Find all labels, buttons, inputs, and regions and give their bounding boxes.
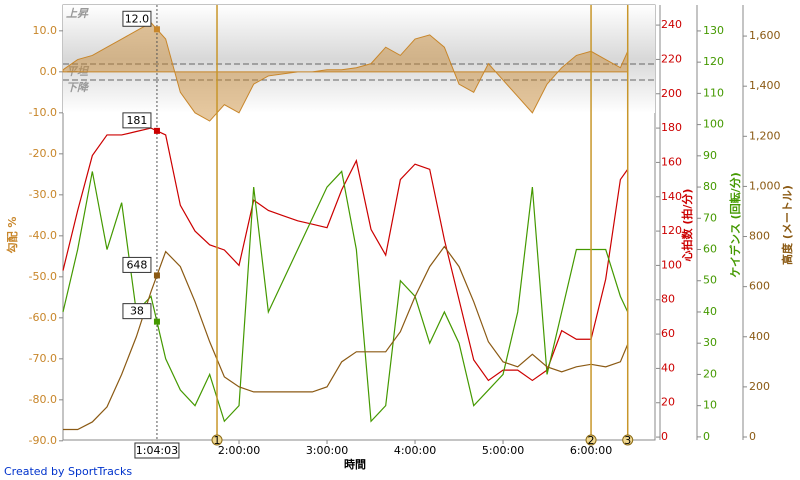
y3-tick-label: 110 bbox=[703, 86, 724, 99]
y-tick-label: 10.0 bbox=[33, 24, 58, 37]
y4-tick-label: 200 bbox=[749, 380, 770, 393]
y-tick-label: -80.0 bbox=[29, 393, 57, 406]
cursor-value-box bbox=[122, 112, 152, 129]
y-tick-label: 0.0 bbox=[40, 65, 58, 78]
cursor-value: 648 bbox=[126, 258, 147, 271]
cursor-value-box bbox=[122, 10, 152, 27]
y2-tick-label: 120 bbox=[661, 224, 682, 237]
y-axis-title: 勾配 % bbox=[5, 217, 19, 254]
lap-label: 1 bbox=[214, 434, 221, 447]
credit[interactable]: Created by SportTracks bbox=[4, 465, 132, 478]
y3-tick-label: 0 bbox=[703, 430, 710, 443]
cursor-label: 1:04:03 bbox=[136, 444, 178, 457]
lap-label: 2 bbox=[588, 434, 595, 447]
x-tick-label: 5:00:00 bbox=[482, 444, 524, 457]
cursor-label-box bbox=[134, 442, 180, 459]
y3-tick-label: 40 bbox=[703, 305, 717, 318]
y2-tick-label: 240 bbox=[661, 18, 682, 31]
zone-label: 上昇 bbox=[66, 7, 89, 20]
y3-tick-label: 90 bbox=[703, 149, 717, 162]
y2-tick-label: 140 bbox=[661, 190, 682, 203]
lap-badge bbox=[622, 434, 634, 446]
y3-tick-label: 100 bbox=[703, 118, 724, 131]
y3-axis-title: ケイデンス (回転/分) bbox=[728, 172, 742, 277]
lap-label: 3 bbox=[624, 434, 631, 447]
x-axis-title: 時間 bbox=[344, 457, 366, 471]
y3-tick-label: 70 bbox=[703, 211, 717, 224]
series-line bbox=[62, 170, 629, 423]
y2-tick-label: 200 bbox=[661, 87, 682, 100]
cursor-point bbox=[153, 272, 160, 279]
y4-tick-label: 400 bbox=[749, 330, 770, 343]
y4-tick-label: 1,400 bbox=[749, 79, 781, 92]
y4-tick-label: 1,200 bbox=[749, 129, 781, 142]
cursor-point bbox=[153, 318, 160, 325]
y4-tick-label: 0 bbox=[749, 430, 756, 443]
y-tick-label: -50.0 bbox=[29, 270, 57, 283]
y2-tick-label: 160 bbox=[661, 155, 682, 168]
y2-tick-label: 180 bbox=[661, 121, 682, 134]
y2-tick-label: 40 bbox=[661, 361, 675, 374]
y4-tick-label: 1,000 bbox=[749, 179, 781, 192]
y3-tick-label: 10 bbox=[703, 399, 717, 412]
y2-tick-label: 0 bbox=[661, 430, 668, 443]
zone-band bbox=[63, 5, 655, 113]
x-tick-label: 6:00:00 bbox=[570, 444, 612, 457]
y-tick-label: -90.0 bbox=[29, 434, 57, 447]
y-tick-label: -30.0 bbox=[29, 188, 57, 201]
y-tick-label: -10.0 bbox=[29, 106, 57, 119]
x-tick-label: 3:00:00 bbox=[306, 444, 348, 457]
y4-tick-label: 1,600 bbox=[749, 29, 781, 42]
cursor-point bbox=[153, 26, 160, 33]
x-tick-label: 4:00:00 bbox=[394, 444, 436, 457]
y3-tick-label: 30 bbox=[703, 336, 717, 349]
cursor-value: 38 bbox=[130, 305, 144, 318]
y3-tick-label: 80 bbox=[703, 180, 717, 193]
y2-tick-label: 80 bbox=[661, 293, 675, 306]
series-line bbox=[63, 245, 629, 431]
cursor-value-box bbox=[122, 256, 152, 273]
y3-tick-label: 120 bbox=[703, 55, 724, 68]
y-tick-label: -60.0 bbox=[29, 311, 57, 324]
y4-tick-label: 600 bbox=[749, 280, 770, 293]
zone-label: 下降 bbox=[66, 81, 90, 94]
cursor-value: 181 bbox=[126, 114, 147, 127]
y2-tick-label: 20 bbox=[661, 396, 675, 409]
y3-tick-label: 50 bbox=[703, 274, 717, 287]
y3-tick-label: 20 bbox=[703, 367, 717, 380]
y2-axis-title: 心拍数 (拍/分) bbox=[680, 189, 694, 262]
y2-tick-label: 60 bbox=[661, 327, 675, 340]
y-tick-label: -40.0 bbox=[29, 229, 57, 242]
y3-tick-label: 60 bbox=[703, 243, 717, 256]
y-tick-label: -20.0 bbox=[29, 147, 57, 160]
y-tick-label: -70.0 bbox=[29, 352, 57, 365]
y3-tick-label: 130 bbox=[703, 24, 724, 37]
y2-tick-label: 220 bbox=[661, 52, 682, 65]
cursor-value-box bbox=[122, 303, 152, 320]
y2-tick-label: 100 bbox=[661, 258, 682, 271]
lap-badge bbox=[585, 434, 597, 446]
lap-badge bbox=[211, 434, 223, 446]
cursor-point bbox=[153, 127, 160, 134]
y4-axis-title: 高度 (メートル) bbox=[780, 185, 794, 265]
y4-tick-label: 800 bbox=[749, 230, 770, 243]
cursor-value: 12.0 bbox=[125, 12, 150, 25]
x-tick-label: 2:00:00 bbox=[218, 444, 260, 457]
